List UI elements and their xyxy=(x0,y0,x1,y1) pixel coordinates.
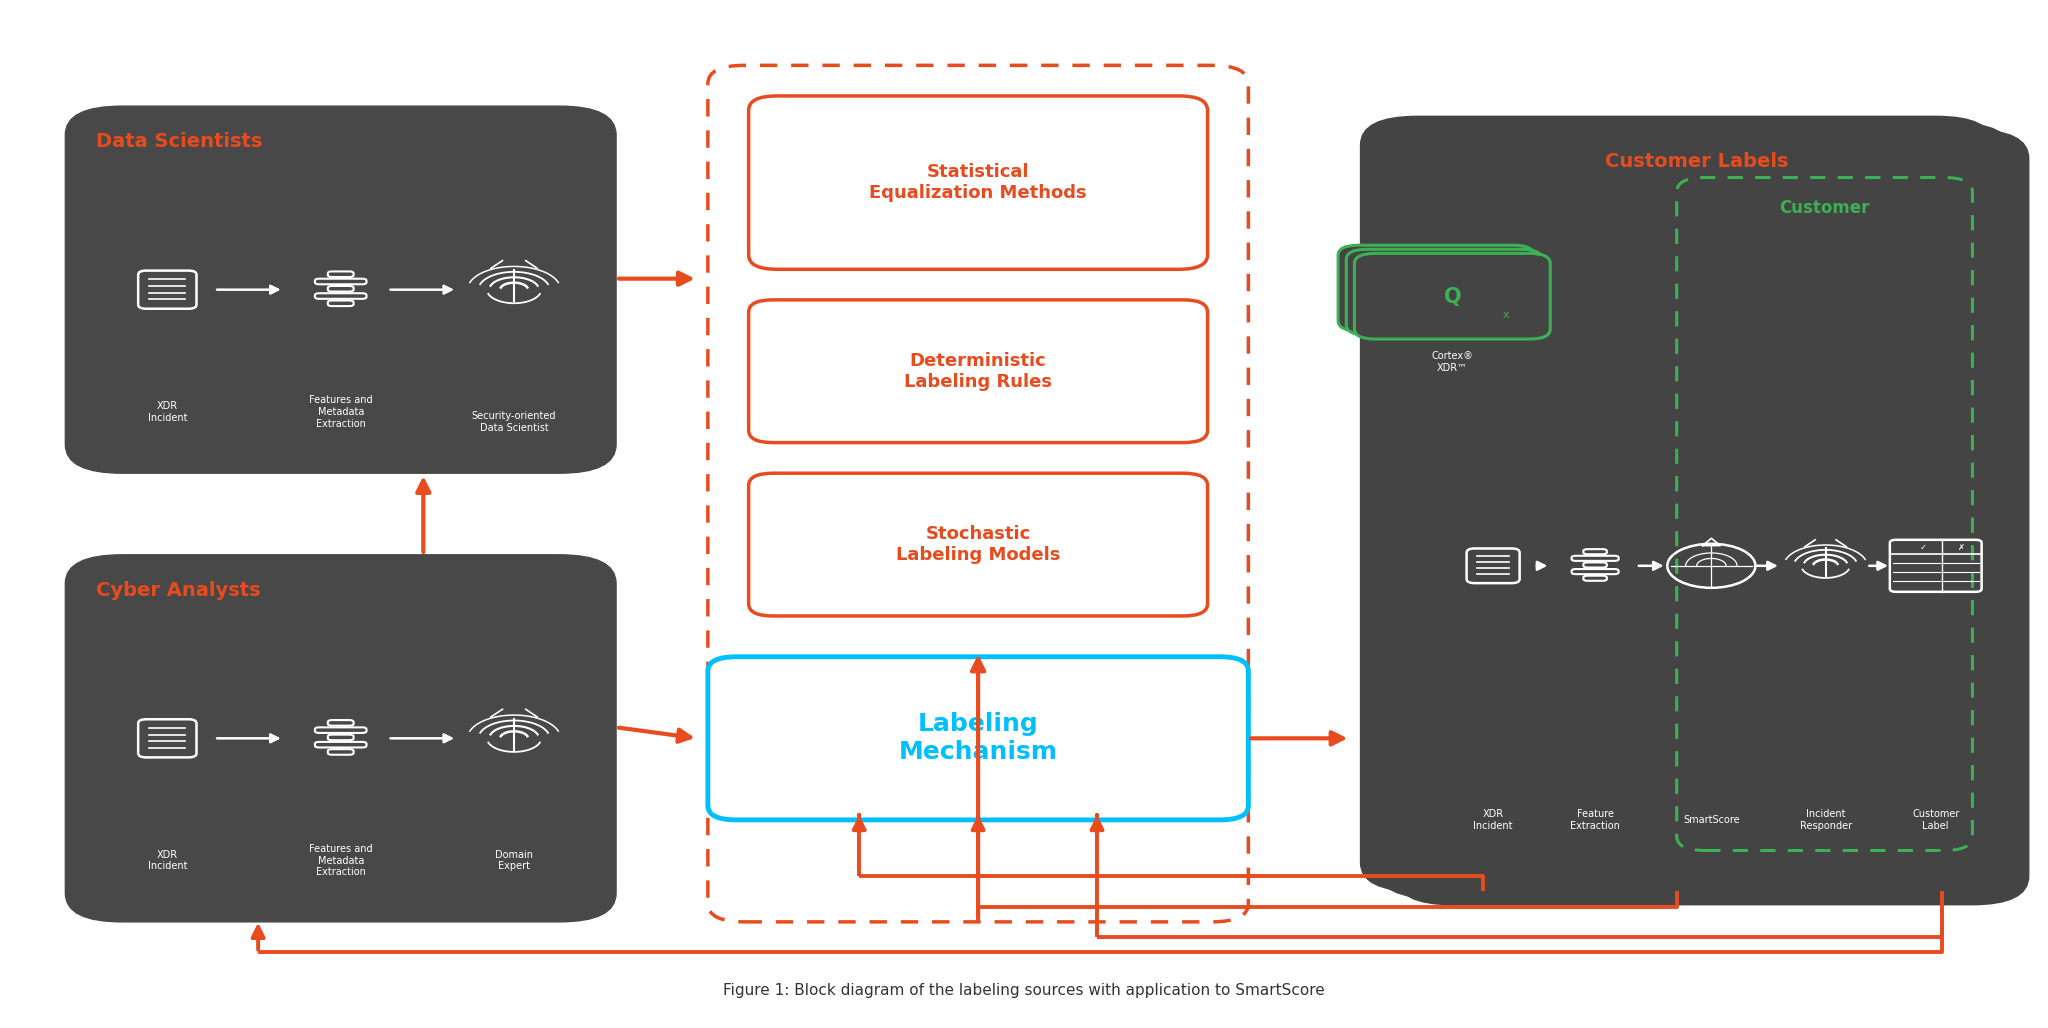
Text: Deterministic
Labeling Rules: Deterministic Labeling Rules xyxy=(903,352,1053,391)
Text: Q: Q xyxy=(1444,288,1460,307)
Text: XDR
Incident: XDR Incident xyxy=(147,850,186,872)
Text: XDR
Incident: XDR Incident xyxy=(1473,809,1513,831)
FancyBboxPatch shape xyxy=(66,555,616,922)
Text: ✗: ✗ xyxy=(1956,543,1964,552)
Text: Stochastic
Labeling Models: Stochastic Labeling Models xyxy=(895,525,1061,564)
FancyBboxPatch shape xyxy=(1378,123,2011,898)
Text: x: x xyxy=(1503,309,1509,320)
Text: Feature
Extraction: Feature Extraction xyxy=(1571,809,1620,831)
FancyBboxPatch shape xyxy=(1337,246,1534,331)
Text: ✓: ✓ xyxy=(1919,543,1927,552)
Text: Labeling
Mechanism: Labeling Mechanism xyxy=(899,712,1057,764)
Text: XDR
Incident: XDR Incident xyxy=(147,401,186,423)
Text: Customer: Customer xyxy=(1780,199,1870,217)
FancyBboxPatch shape xyxy=(709,657,1249,820)
Text: Domain
Expert: Domain Expert xyxy=(496,850,532,872)
Text: Figure 1: Block diagram of the labeling sources with application to SmartScore: Figure 1: Block diagram of the labeling … xyxy=(723,984,1325,998)
FancyBboxPatch shape xyxy=(1397,130,2030,905)
FancyBboxPatch shape xyxy=(1360,116,1993,891)
FancyBboxPatch shape xyxy=(66,106,616,473)
FancyBboxPatch shape xyxy=(750,473,1208,616)
FancyBboxPatch shape xyxy=(750,96,1208,269)
FancyBboxPatch shape xyxy=(1346,250,1542,335)
Text: Cortex®
XDR™: Cortex® XDR™ xyxy=(1432,352,1473,373)
Text: Cyber Analysts: Cyber Analysts xyxy=(96,581,260,599)
FancyBboxPatch shape xyxy=(750,300,1208,443)
Text: Data Scientists: Data Scientists xyxy=(96,132,262,151)
Text: Statistical
Equalization Methods: Statistical Equalization Methods xyxy=(868,163,1087,203)
Text: Features and
Metadata
Extraction: Features and Metadata Extraction xyxy=(309,396,373,429)
Text: Security-oriented
Data Scientist: Security-oriented Data Scientist xyxy=(471,411,557,433)
FancyBboxPatch shape xyxy=(1354,253,1550,339)
Text: Features and
Metadata
Extraction: Features and Metadata Extraction xyxy=(309,844,373,877)
Text: Incident
Responder: Incident Responder xyxy=(1800,809,1851,831)
Text: SmartScore: SmartScore xyxy=(1683,815,1739,824)
Text: Customer Labels: Customer Labels xyxy=(1606,152,1788,172)
Text: Customer
Label: Customer Label xyxy=(1913,809,1960,831)
